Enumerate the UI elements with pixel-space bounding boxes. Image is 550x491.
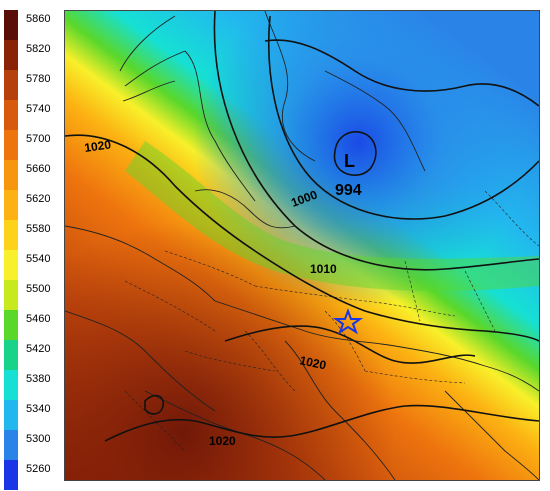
legend-label-5340: 5340 xyxy=(26,403,51,415)
isobar-inner-ring xyxy=(264,39,539,107)
legend-swatch-5580 xyxy=(4,220,18,250)
legend-swatch-5620 xyxy=(4,190,18,220)
legend-label-5700: 5700 xyxy=(26,133,51,145)
weather-map: 1020 1000 1010 1020 1020 L 994 xyxy=(64,10,540,481)
isobar-south-loop xyxy=(144,394,165,415)
legend-label-5420: 5420 xyxy=(26,343,51,355)
legend-label-5500: 5500 xyxy=(26,283,51,295)
isobar-1020-west xyxy=(65,134,539,342)
isobar-label-1020-west: 1020 xyxy=(83,137,112,155)
legend-label-5300: 5300 xyxy=(26,433,51,445)
color-legend: 5860 5820 5780 5740 5700 5660 5620 5580 5540 5500… xyxy=(0,0,62,491)
legend-swatch-5500 xyxy=(4,280,18,310)
isobar-1020-central xyxy=(224,325,476,364)
legend-swatch-5540 xyxy=(4,250,18,280)
legend-swatch-5420 xyxy=(4,340,18,370)
legend-swatch-5860 xyxy=(4,10,18,40)
legend-swatch-5660 xyxy=(4,160,18,190)
legend-swatch-5260 xyxy=(4,460,18,490)
isobar-1000 xyxy=(267,15,539,220)
country-borders xyxy=(124,190,539,452)
legend-label-5540: 5540 xyxy=(26,253,51,265)
legend-label-5660: 5660 xyxy=(26,163,51,175)
isobar-low-ring xyxy=(333,131,377,176)
coastlines xyxy=(65,11,539,480)
isobar-1020-south xyxy=(104,404,539,442)
low-pressure-symbol: L xyxy=(344,151,355,171)
legend-label-5780: 5780 xyxy=(26,73,51,85)
legend-swatch-5740 xyxy=(4,100,18,130)
legend-swatch-5700 xyxy=(4,130,18,160)
legend-label-5260: 5260 xyxy=(26,463,51,475)
star-icon xyxy=(332,308,364,335)
legend-swatch-5380 xyxy=(4,370,18,400)
low-pressure-value: 994 xyxy=(335,182,362,199)
warm-core-shading xyxy=(65,11,539,480)
legend-label-5580: 5580 xyxy=(26,223,51,235)
legend-label-5460: 5460 xyxy=(26,313,51,325)
isobar-label-1010: 1010 xyxy=(310,262,337,276)
isobar-label-1020-south: 1020 xyxy=(209,434,236,448)
legend-label-5860: 5860 xyxy=(26,13,51,25)
legend-label-5740: 5740 xyxy=(26,103,51,115)
legend-swatch-5340 xyxy=(4,400,18,430)
isobar-1010 xyxy=(213,11,539,271)
legend-swatch-5460 xyxy=(4,310,18,340)
legend-label-5820: 5820 xyxy=(26,43,51,55)
legend-swatch-5820 xyxy=(4,40,18,70)
isobar-label-1020-central: 1020 xyxy=(298,353,327,372)
legend-swatch-5300 xyxy=(4,430,18,460)
legend-label-5380: 5380 xyxy=(26,373,51,385)
legend-label-5620: 5620 xyxy=(26,193,51,205)
legend-swatch-5780 xyxy=(4,70,18,100)
